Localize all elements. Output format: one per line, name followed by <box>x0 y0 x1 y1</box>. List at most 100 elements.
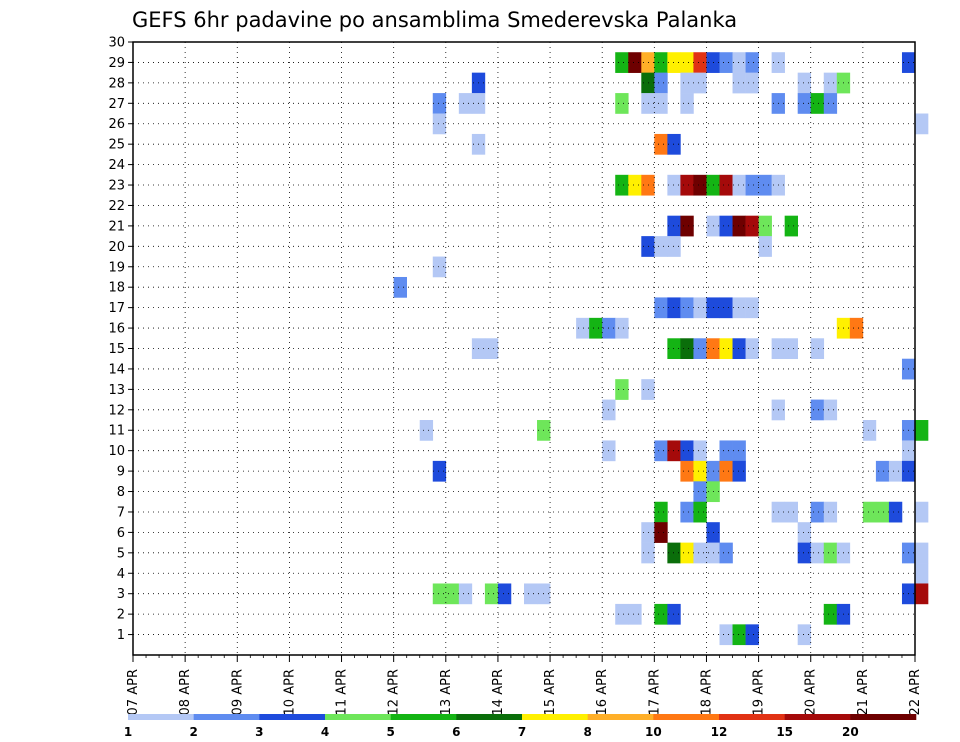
precip-cell <box>393 276 407 298</box>
y-tick-label: 16 <box>108 322 125 337</box>
y-tick-label: 4 <box>117 567 125 582</box>
y-tick-label: 2 <box>117 608 125 623</box>
precip-cell <box>888 501 903 523</box>
precip-cell <box>641 522 655 543</box>
y-tick-label: 27 <box>108 97 125 112</box>
precip-cell <box>875 460 890 482</box>
precip-cell <box>654 603 668 625</box>
precip-cell <box>654 501 668 523</box>
precip-cell <box>615 52 629 73</box>
legend-swatch <box>259 714 326 720</box>
y-tick-label: 29 <box>108 56 125 71</box>
x-tick-label: 12 APR <box>387 669 402 715</box>
precip-cell <box>888 460 903 482</box>
precip-cell <box>497 583 512 605</box>
precip-cell <box>732 52 746 73</box>
precip-cell <box>810 93 825 114</box>
legend-label: 2 <box>189 725 197 739</box>
legend-label: 6 <box>452 725 460 739</box>
precip-cell <box>641 379 655 400</box>
precip-cell <box>589 317 603 339</box>
precip-cell <box>810 542 825 564</box>
x-tick-label: 19 APR <box>752 669 767 715</box>
y-tick-label: 17 <box>108 301 125 316</box>
y-tick-label: 20 <box>108 240 125 255</box>
precip-cell <box>719 297 733 319</box>
x-tick-label: 07 APR <box>126 669 141 715</box>
precip-cell <box>641 93 655 114</box>
precip-cell <box>458 93 473 114</box>
precip-cell <box>719 460 733 482</box>
y-tick-label: 26 <box>108 117 125 132</box>
precip-cell <box>628 603 642 625</box>
precip-cell <box>654 522 668 543</box>
precip-cell <box>667 440 681 462</box>
y-tick-label: 19 <box>108 260 125 275</box>
precip-cell <box>758 236 772 257</box>
y-tick-label: 25 <box>108 138 125 153</box>
precip-cell <box>654 236 668 257</box>
precip-cell <box>680 338 694 360</box>
precip-cell <box>823 72 838 94</box>
precip-cell <box>667 133 681 155</box>
y-tick-label: 5 <box>117 546 125 561</box>
legend-label: 5 <box>386 725 394 739</box>
precip-cell <box>823 93 838 114</box>
legend-swatch <box>587 714 654 720</box>
precip-cell <box>615 379 629 400</box>
precip-cell <box>732 460 746 482</box>
precip-cell <box>615 603 629 625</box>
precip-cell <box>693 72 707 94</box>
precip-cell <box>915 420 929 441</box>
y-tick-label: 28 <box>108 76 125 91</box>
precip-cell <box>654 52 668 73</box>
precip-cell <box>654 72 668 94</box>
y-tick-label: 7 <box>117 505 125 520</box>
precip-cell <box>823 399 838 421</box>
y-tick-label: 3 <box>117 587 125 602</box>
precip-cell <box>680 297 694 319</box>
precip-cell <box>654 440 668 462</box>
precip-cell <box>719 440 733 462</box>
y-tick-label: 6 <box>117 526 125 541</box>
precip-cell <box>654 93 668 114</box>
precip-cell <box>745 215 759 237</box>
precip-cell <box>719 52 733 73</box>
precip-cell <box>680 215 694 237</box>
precip-cell <box>693 460 707 482</box>
precip-cell <box>654 297 668 319</box>
precip-cell <box>745 174 759 196</box>
legend-swatch <box>850 714 917 720</box>
precip-cell <box>719 215 733 237</box>
precip-cell <box>680 52 694 73</box>
precip-cell <box>432 113 447 135</box>
chart-title: GEFS 6hr padavine po ansamblima Smederev… <box>132 8 737 32</box>
legend-swatch <box>653 714 720 720</box>
y-tick-label: 30 <box>108 36 125 51</box>
x-tick-label: 18 APR <box>699 669 714 715</box>
precip-cell <box>641 236 655 257</box>
precip-cell <box>680 460 694 482</box>
precip-cell <box>732 174 746 196</box>
precip-cell <box>458 583 473 605</box>
x-tick-label: 20 APR <box>804 669 819 715</box>
precip-cell <box>654 133 668 155</box>
precip-cell <box>445 583 460 605</box>
legend-label: 3 <box>255 725 263 739</box>
precip-cell <box>628 174 642 196</box>
precip-cell <box>784 215 798 237</box>
precip-cell <box>732 297 746 319</box>
precip-cell <box>758 174 772 196</box>
legend-swatch <box>390 714 457 720</box>
precip-cell <box>667 52 681 73</box>
precip-cell <box>875 501 890 523</box>
precip-cell <box>432 460 447 482</box>
precip-cell <box>693 297 707 319</box>
y-axis: 1234567891011121314151617181920212223242… <box>108 36 133 643</box>
precip-cell <box>732 440 746 462</box>
precip-cell <box>784 501 798 523</box>
precip-cell <box>719 542 733 564</box>
precip-cell <box>667 338 681 360</box>
precip-cell <box>732 338 746 360</box>
precip-cell <box>680 440 694 462</box>
